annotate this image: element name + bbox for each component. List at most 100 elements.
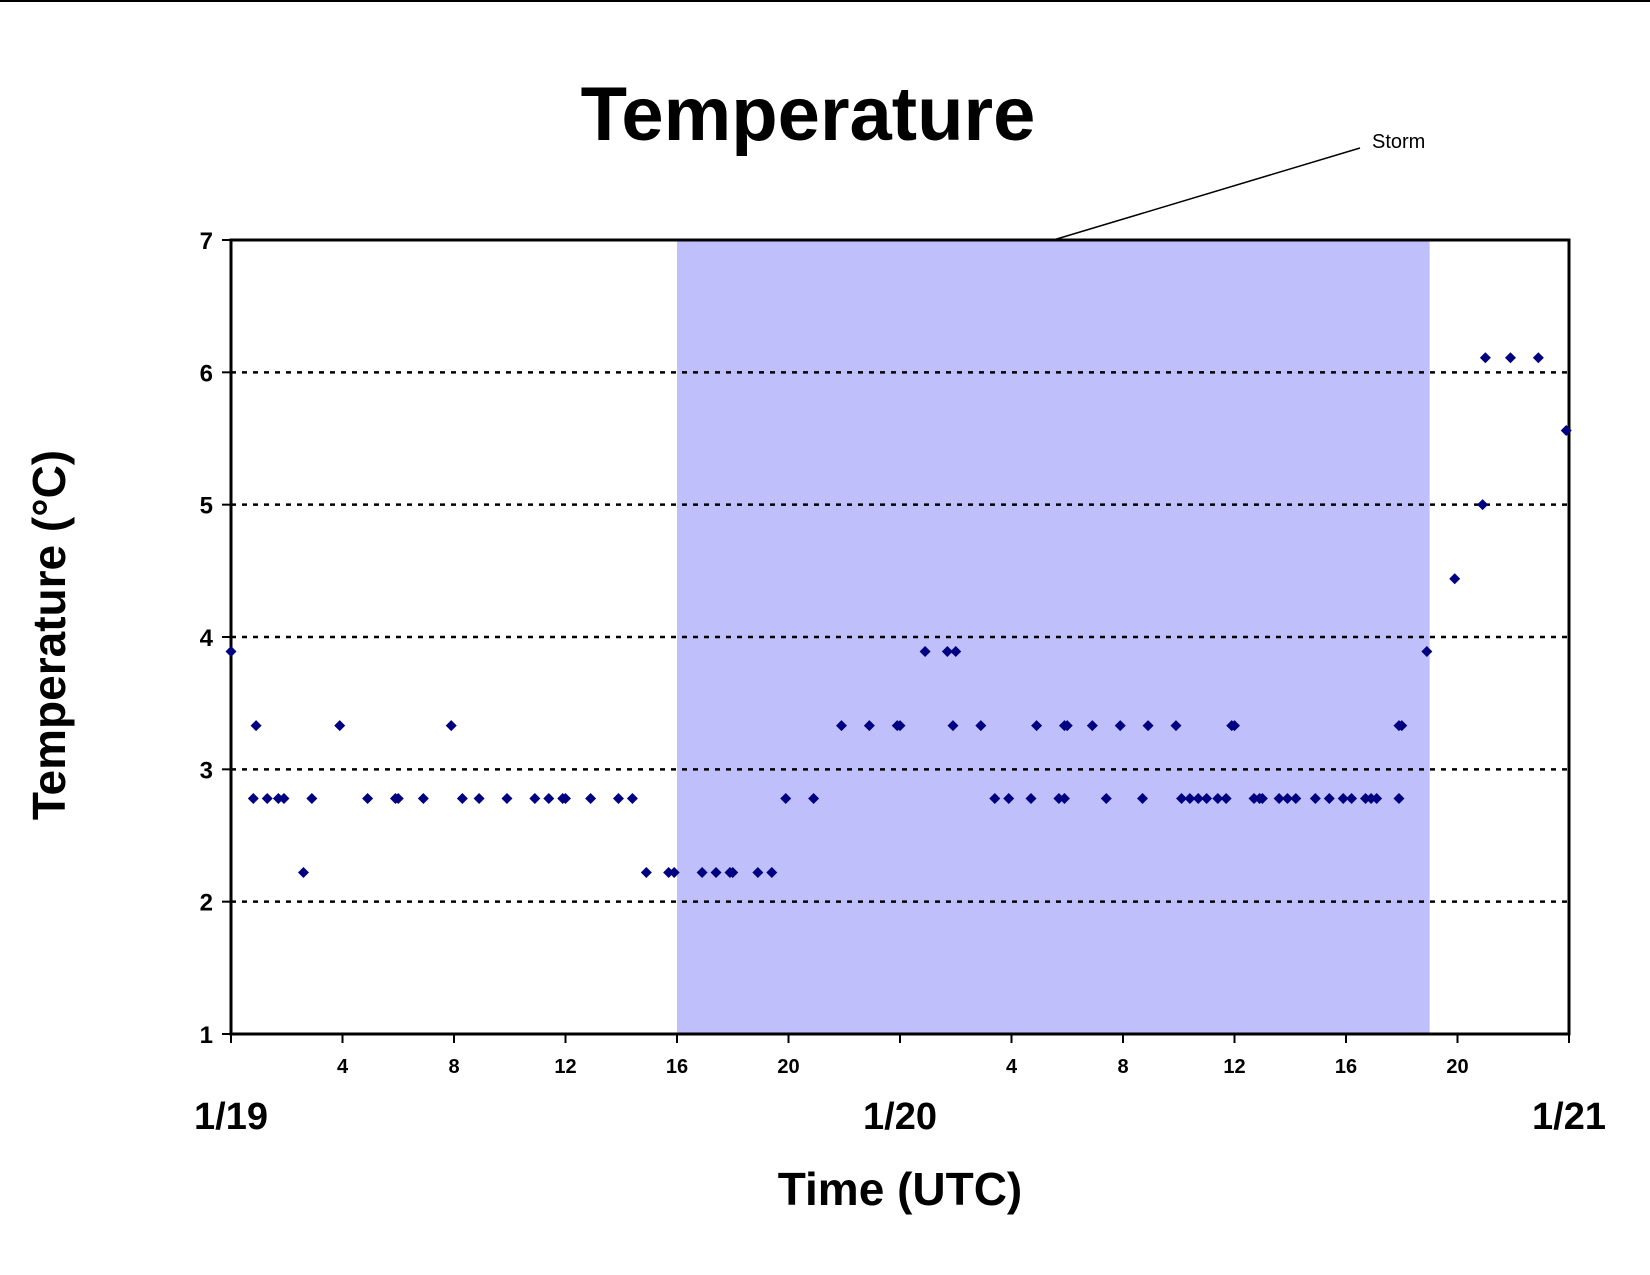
date-label: 1/19	[194, 1096, 268, 1138]
data-point	[1309, 792, 1321, 804]
data-point	[1273, 792, 1285, 804]
data-point	[1371, 792, 1383, 804]
data-point	[543, 792, 555, 804]
data-point	[1337, 792, 1349, 804]
data-point	[1058, 792, 1070, 804]
x-tick-label: 20	[777, 1056, 799, 1078]
data-point	[863, 720, 875, 732]
y-tick-label: 1	[200, 1022, 213, 1049]
data-point	[362, 792, 374, 804]
data-point	[727, 867, 739, 879]
y-tick-label: 5	[200, 493, 213, 520]
data-point	[297, 867, 309, 879]
data-point	[456, 792, 468, 804]
data-point	[668, 867, 680, 879]
data-point	[1346, 792, 1358, 804]
data-point	[1031, 720, 1043, 732]
data-point	[250, 720, 262, 732]
date-label: 1/21	[1532, 1096, 1606, 1138]
data-point	[529, 792, 541, 804]
data-point	[560, 792, 571, 804]
data-point	[1248, 792, 1260, 804]
data-point	[272, 792, 284, 804]
data-point	[1323, 792, 1335, 804]
data-point	[1100, 792, 1112, 804]
data-point	[710, 867, 722, 879]
gridlines	[231, 371, 1569, 903]
data-point	[501, 792, 513, 804]
x-tick-label: 16	[1335, 1056, 1357, 1078]
y-tick-label: 7	[200, 228, 213, 255]
data-point	[1479, 352, 1491, 364]
data-point	[894, 720, 906, 732]
data-point	[1421, 646, 1433, 658]
x-tick-labels: 4 8 12 16 20 4 8 12 16 20	[337, 1056, 1469, 1078]
data-point	[941, 646, 953, 658]
y-tick-label: 3	[200, 757, 213, 784]
data-point	[473, 792, 485, 804]
data-point	[766, 867, 778, 879]
data-point	[780, 792, 792, 804]
data-point	[947, 720, 959, 732]
y-tick-label: 4	[200, 625, 214, 652]
data-point	[1053, 792, 1065, 804]
data-point	[663, 867, 675, 879]
data-point	[1396, 720, 1408, 732]
data-point	[626, 792, 638, 804]
data-point	[835, 720, 847, 732]
data-point	[919, 646, 931, 658]
x-tick-label: 12	[554, 1056, 576, 1078]
data-points	[225, 352, 1572, 879]
data-point	[612, 792, 624, 804]
data-point	[392, 792, 404, 804]
y-tick-labels: 1 2 3 4 5 6 7	[200, 228, 214, 1049]
data-point	[1201, 792, 1213, 804]
data-point	[1137, 792, 1149, 804]
data-point	[1061, 720, 1073, 732]
x-tick-label: 4	[337, 1056, 349, 1078]
data-point	[417, 792, 429, 804]
chart-title: Temperature	[581, 72, 1036, 157]
storm-annotation-leader	[1053, 147, 1361, 241]
data-point	[1449, 573, 1461, 585]
data-point	[1504, 352, 1516, 364]
storm-annotation: Storm	[1372, 131, 1425, 153]
data-point	[278, 792, 290, 804]
data-point	[247, 792, 259, 804]
date-label: 1/20	[863, 1096, 937, 1138]
data-point	[1086, 720, 1098, 732]
axis-ticks	[222, 239, 1570, 1043]
y-tick-label: 2	[200, 890, 213, 917]
data-point	[752, 867, 764, 879]
x-tick-label: 8	[448, 1056, 459, 1078]
y-axis-title: Temperature (°C)	[23, 450, 75, 820]
x-tick-label: 16	[666, 1056, 688, 1078]
x-tick-label: 4	[1006, 1056, 1018, 1078]
x-tick-label: 12	[1223, 1056, 1245, 1078]
data-point	[1560, 425, 1572, 437]
data-point	[1184, 792, 1196, 804]
data-point	[1393, 792, 1405, 804]
data-point	[1532, 352, 1544, 364]
x-axis-title: Time (UTC)	[778, 1163, 1023, 1215]
data-point	[640, 867, 652, 879]
data-point	[225, 646, 237, 658]
data-point	[1220, 792, 1232, 804]
data-point	[1365, 792, 1377, 804]
data-point	[1256, 792, 1268, 804]
data-point	[1114, 720, 1126, 732]
storm-shaded-region	[677, 240, 1430, 1034]
data-point	[1281, 792, 1293, 804]
data-point	[1477, 499, 1489, 511]
data-point	[1192, 792, 1204, 804]
y-tick-label: 6	[200, 360, 213, 387]
data-point	[1290, 792, 1302, 804]
data-point	[989, 792, 1001, 804]
data-point	[696, 867, 708, 879]
data-point	[445, 720, 457, 732]
x-tick-label: 8	[1117, 1056, 1128, 1078]
data-point	[975, 720, 987, 732]
data-point	[808, 792, 820, 804]
data-point	[1142, 720, 1154, 732]
